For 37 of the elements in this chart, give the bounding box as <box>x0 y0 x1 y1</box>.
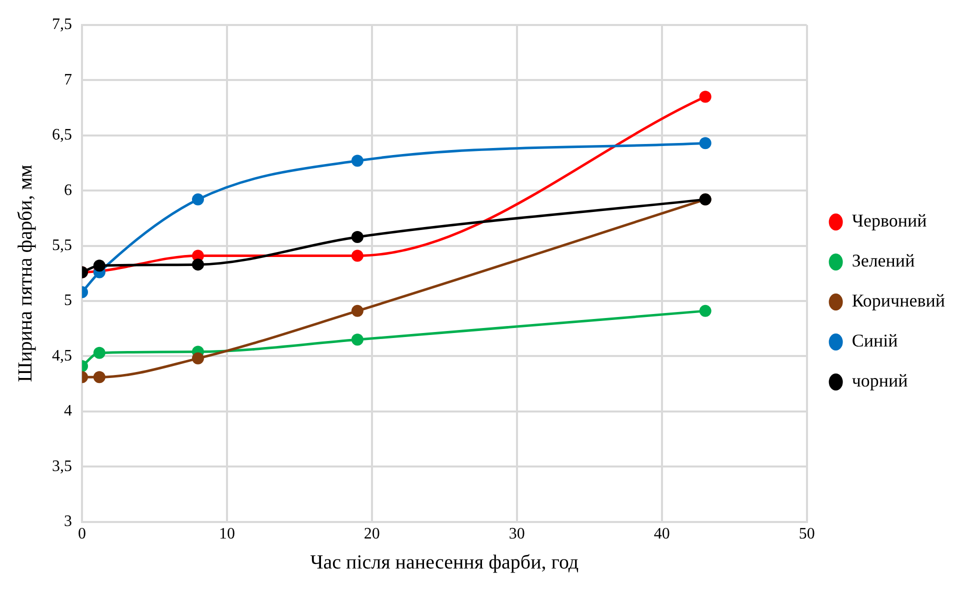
legend-label: Синій <box>852 330 898 351</box>
legend-label: Коричневий <box>852 290 946 311</box>
x-axis-title: Час після нанесення фарби, год <box>310 551 579 574</box>
point <box>192 352 204 364</box>
x-tick-label: 30 <box>508 526 525 543</box>
y-axis-title: Ширина пятна фарби, мм <box>14 164 36 382</box>
y-tick-label: 6 <box>64 182 72 199</box>
point <box>93 346 106 359</box>
x-tick-label: 20 <box>364 526 380 543</box>
x-tick-label: 0 <box>78 526 86 543</box>
y-tick-label: 4 <box>64 402 72 420</box>
y-tick-label: 5 <box>64 292 72 310</box>
point <box>93 371 106 384</box>
y-tick-label: 7,5 <box>52 16 72 34</box>
y-tick-label: 6,5 <box>52 126 72 144</box>
y-tick-label: 4,5 <box>52 347 72 364</box>
y-tick-label: 3,5 <box>52 458 72 475</box>
point <box>351 304 364 317</box>
y-tick-label: 3 <box>64 513 72 530</box>
point <box>699 304 712 317</box>
x-tick-label: 50 <box>798 526 815 543</box>
point <box>351 230 364 243</box>
point <box>192 193 204 206</box>
legend-label: чорний <box>852 370 908 391</box>
y-tick-label: 7 <box>64 71 72 88</box>
x-tick-label: 10 <box>218 526 235 543</box>
y-tick-label: 5,5 <box>52 237 72 254</box>
point <box>192 258 204 271</box>
point <box>351 154 364 167</box>
point <box>351 250 364 262</box>
x-tick-label: 40 <box>654 526 670 543</box>
point <box>93 260 106 272</box>
legend-label: Червоний <box>852 210 928 231</box>
point <box>351 334 364 346</box>
point <box>699 137 712 150</box>
legend-label: Зелений <box>852 250 916 271</box>
point <box>699 90 712 103</box>
